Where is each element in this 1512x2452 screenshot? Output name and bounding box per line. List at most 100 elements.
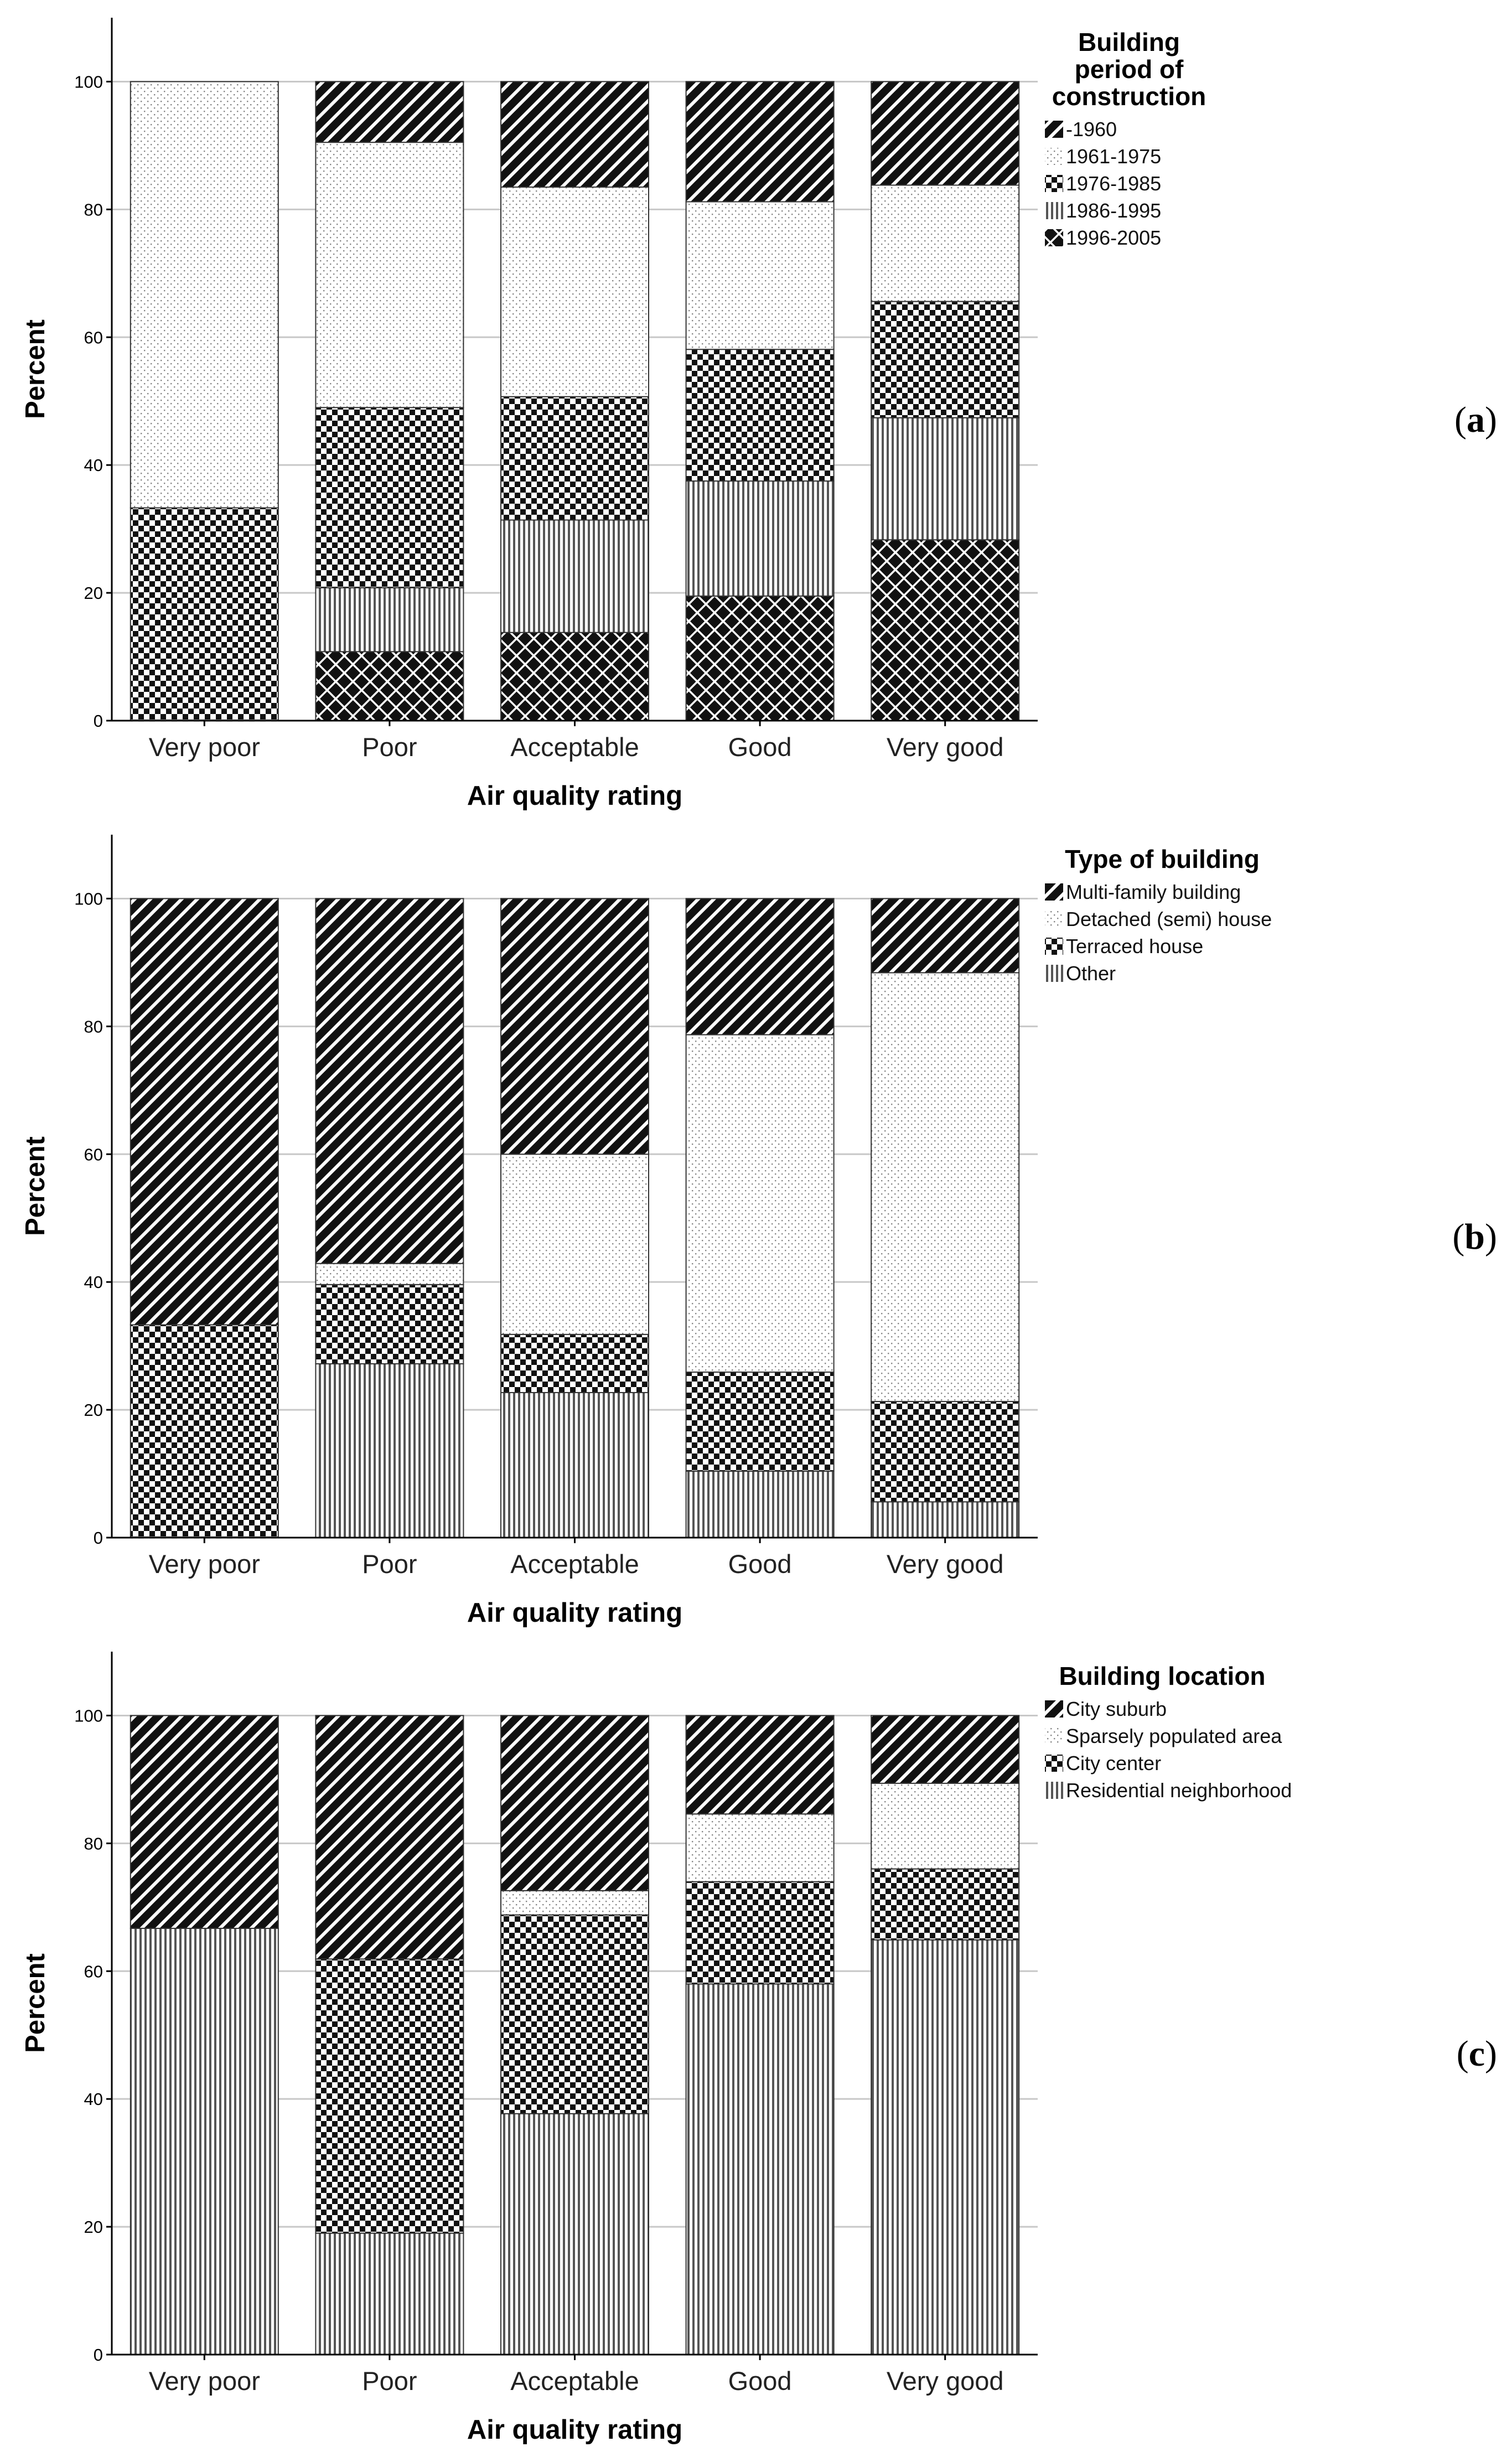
bar-acceptable-1976-1985: [500, 396, 649, 521]
legend-swatch-other: [1045, 965, 1063, 982]
x-tick-label: Poor: [362, 2366, 417, 2396]
legend-title-line: period of: [1075, 55, 1184, 84]
bar-good-detached-semi-house: [685, 1034, 835, 1373]
x-tick-label: Acceptable: [510, 732, 639, 762]
panel-label-part: (: [1454, 400, 1467, 440]
bar-good-1976-1985: [685, 349, 835, 482]
x-tick-label: Good: [728, 2366, 792, 2396]
y-tick-label: 60: [84, 1962, 103, 1981]
bar-good-city-center: [685, 1881, 835, 1985]
legend-swatch-multi-family-building: [1045, 883, 1063, 901]
y-tick-label: 20: [84, 583, 103, 603]
bar-acceptable-multi-family-building: [500, 898, 649, 1155]
legend-title-line: Building location: [1059, 1662, 1265, 1690]
x-tick-label: Very poor: [149, 1549, 260, 1579]
legend-label-1960: -1960: [1066, 118, 1117, 141]
x-tick-label: Very good: [887, 732, 1004, 762]
bar-very-good-1996-2005: [871, 539, 1020, 721]
legend-title-line: construction: [1052, 82, 1207, 111]
x-tick-label: Very poor: [149, 732, 260, 762]
legend-label-terraced-house: Terraced house: [1066, 935, 1203, 958]
bar-very-good-detached-semi-house: [871, 972, 1020, 1403]
bar-acceptable-terraced-house: [500, 1333, 649, 1393]
bar-very-poor-1961-1975: [130, 81, 279, 509]
legend-swatch-1986-1995: [1045, 202, 1063, 219]
bar-good-multi-family-building: [685, 898, 835, 1036]
y-tick-label: 80: [84, 1017, 103, 1036]
bar-acceptable-1961-1975: [500, 186, 649, 397]
bar-very-good-terraced-house: [871, 1401, 1020, 1503]
bar-good-1960: [685, 81, 835, 203]
bar-acceptable-1986-1995: [500, 519, 649, 633]
y-tick-label: 100: [74, 889, 103, 908]
x-tick-label: Poor: [362, 732, 417, 762]
bar-poor-city-suburb: [315, 1715, 464, 1960]
panel-label-part: ): [1485, 2034, 1497, 2074]
bar-poor-1996-2005: [315, 651, 464, 721]
chart-svg: 0 20 40 60 80 100 Very poor Poor Acceptable Good V…: [20, 1652, 1497, 2445]
x-tick-label: Acceptable: [510, 2366, 639, 2396]
bar-very-good-city-center: [871, 1868, 1020, 1941]
bar-very-good-1961-1975: [871, 184, 1020, 302]
bar-poor-1976-1985: [315, 407, 464, 588]
bar-very-good-1960: [871, 81, 1020, 186]
y-tick-label: 60: [84, 328, 103, 347]
panel-label: (b): [1452, 1217, 1497, 1257]
y-axis-title: Percent: [20, 319, 50, 419]
bar-acceptable-sparsely-populated-area: [500, 1890, 649, 1916]
x-axis-title: Air quality rating: [467, 2415, 682, 2445]
legend-swatch-detached-semi-house: [1045, 911, 1063, 928]
bar-very-good-other: [871, 1501, 1020, 1539]
x-tick-label: Good: [728, 1549, 792, 1579]
bar-poor-residential-neighborhood: [315, 2232, 464, 2355]
chart-panel-a: 0 20 40 60 80 100 Very poor Poor Acceptable Good V…: [0, 0, 1512, 817]
bar-good-1986-1995: [685, 480, 835, 597]
bar-very-poor-residential-neighborhood: [130, 1927, 279, 2355]
bar-very-good-sparsely-populated-area: [871, 1782, 1020, 1870]
legend-label-detached-semi-house: Detached (semi) house: [1066, 908, 1272, 930]
bar-very-poor-city-suburb: [130, 1715, 279, 1929]
bar-good-1961-1975: [685, 201, 835, 350]
panel-label-part: b: [1464, 1217, 1485, 1257]
legend-swatch-city-center: [1045, 1755, 1063, 1772]
bar-good-sparsely-populated-area: [685, 1813, 835, 1882]
legend-title-line: Type of building: [1065, 845, 1260, 873]
legend-label-other: Other: [1066, 962, 1116, 985]
bar-good-1996-2005: [685, 595, 835, 722]
y-tick-label: 0: [94, 711, 103, 731]
x-axis-title: Air quality rating: [467, 1598, 682, 1628]
legend: Building location City suburb Sparsely pop…: [1045, 1662, 1292, 1802]
legend-title: Building period of construction: [1052, 28, 1207, 111]
panel-label: (a): [1454, 400, 1497, 440]
y-tick-label: 40: [84, 2089, 103, 2109]
legend-swatch-city-suburb: [1045, 1700, 1063, 1718]
bar-very-good-multi-family-building: [871, 898, 1020, 974]
chart-panel-c: 0 20 40 60 80 100 Very poor Poor Acceptable Good V…: [0, 1634, 1512, 2451]
y-axis-title: Percent: [20, 1953, 50, 2053]
bar-very-poor-1976-1985: [130, 507, 279, 721]
x-tick-label: Poor: [362, 1549, 417, 1579]
legend-title: Building location: [1059, 1662, 1265, 1690]
bar-poor-terraced-house: [315, 1284, 464, 1364]
bar-acceptable-1996-2005: [500, 632, 649, 721]
legend-swatch-1976-1985: [1045, 175, 1063, 192]
bar-good-terraced-house: [685, 1371, 835, 1472]
panel-label-part: (: [1452, 1217, 1464, 1257]
y-tick-label: 100: [74, 1706, 103, 1725]
panel-label: (c): [1457, 2034, 1497, 2074]
legend-label-city-center: City center: [1066, 1752, 1161, 1775]
panel-label-part: c: [1469, 2034, 1485, 2074]
legend-swatch-terraced-house: [1045, 938, 1063, 955]
legend-label-sparsely-populated-area: Sparsely populated area: [1066, 1725, 1282, 1747]
y-tick-label: 40: [84, 1272, 103, 1292]
y-tick-label: 60: [84, 1145, 103, 1164]
y-tick-label: 0: [94, 1528, 103, 1548]
chart-svg: 0 20 40 60 80 100 Very poor Poor Acceptable Good V…: [20, 835, 1497, 1628]
bar-acceptable-other: [500, 1391, 649, 1539]
legend-label-residential-neighborhood: Residential neighborhood: [1066, 1779, 1292, 1802]
y-tick-label: 20: [84, 2217, 103, 2237]
bar-acceptable-1960: [500, 81, 649, 188]
bar-acceptable-residential-neighborhood: [500, 2113, 649, 2356]
y-tick-label: 40: [84, 456, 103, 475]
legend-label-multi-family-building: Multi-family building: [1066, 881, 1241, 903]
